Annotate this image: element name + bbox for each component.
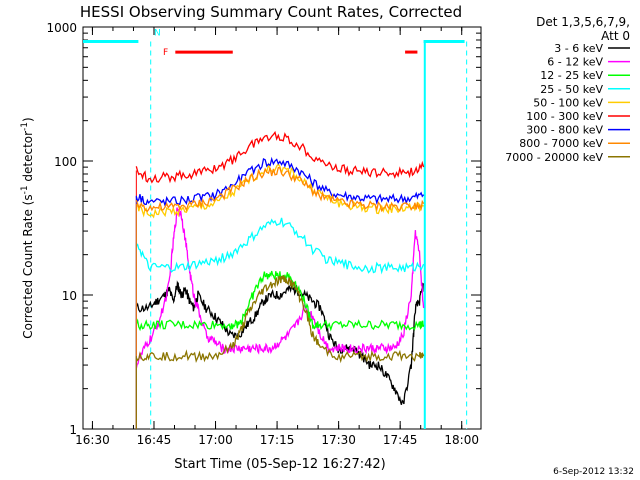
legend-label: 7000 - 20000 keV — [505, 151, 603, 164]
x-tick-label: 16:45 — [137, 433, 172, 447]
legend-label: 6 - 12 keV — [547, 56, 603, 69]
legend-label: 25 - 50 keV — [540, 83, 603, 96]
series-layer — [135, 130, 425, 429]
flag-n-label: N — [154, 28, 161, 38]
legend-label: 100 - 300 keV — [526, 110, 603, 123]
x-tick-label: 18:00 — [444, 433, 479, 447]
y-tick-label: 100 — [54, 155, 77, 169]
series-line — [135, 275, 425, 364]
series-line — [135, 162, 424, 219]
y-tick-label: 1 — [69, 423, 77, 437]
series-line — [135, 166, 425, 213]
flag-f-label: F — [163, 48, 168, 58]
x-axis-label: Start Time (05-Sep-12 16:27:42) — [174, 457, 385, 472]
y-tick-label: 10 — [62, 289, 77, 303]
legend-label: 800 - 7000 keV — [519, 137, 603, 150]
x-tick-label: 17:30 — [321, 433, 356, 447]
x-tick-label: 16:30 — [75, 433, 110, 447]
legend-label: 12 - 25 keV — [540, 69, 603, 82]
y-tick-label: 1000 — [46, 21, 77, 35]
legend-label: 300 - 800 keV — [526, 124, 603, 137]
x-tick-label: 17:15 — [260, 433, 295, 447]
x-tick-label: 17:45 — [383, 433, 418, 447]
y-tick-labels: 1 10 100 1000 — [46, 21, 77, 437]
x-tick-labels: 16:30 16:45 17:00 17:15 17:30 17:45 18:00 — [75, 433, 479, 447]
legend-title-line1: Det 1,3,5,6,7,9, — [536, 15, 630, 29]
footer-date: 6-Sep-2012 13:32 — [553, 467, 634, 477]
series-line — [135, 280, 425, 405]
series-line — [135, 270, 425, 332]
axis-ticks — [83, 26, 481, 430]
legend-label: 3 - 6 keV — [554, 42, 603, 55]
plot-frame — [82, 26, 482, 430]
series-line — [135, 217, 425, 275]
y-axis-label: Corrected Count Rate (s-1 detector-1) — [20, 117, 35, 338]
series-line — [135, 130, 425, 184]
legend-label: 50 - 100 keV — [533, 96, 603, 109]
series-line — [135, 207, 425, 369]
x-tick-label: 17:00 — [198, 433, 233, 447]
attenuator-flags: NF — [83, 28, 468, 429]
legend-title-line2: Att 0 — [601, 29, 630, 43]
series-line — [135, 156, 425, 209]
chart-title: HESSI Observing Summary Count Rates, Cor… — [80, 3, 462, 21]
